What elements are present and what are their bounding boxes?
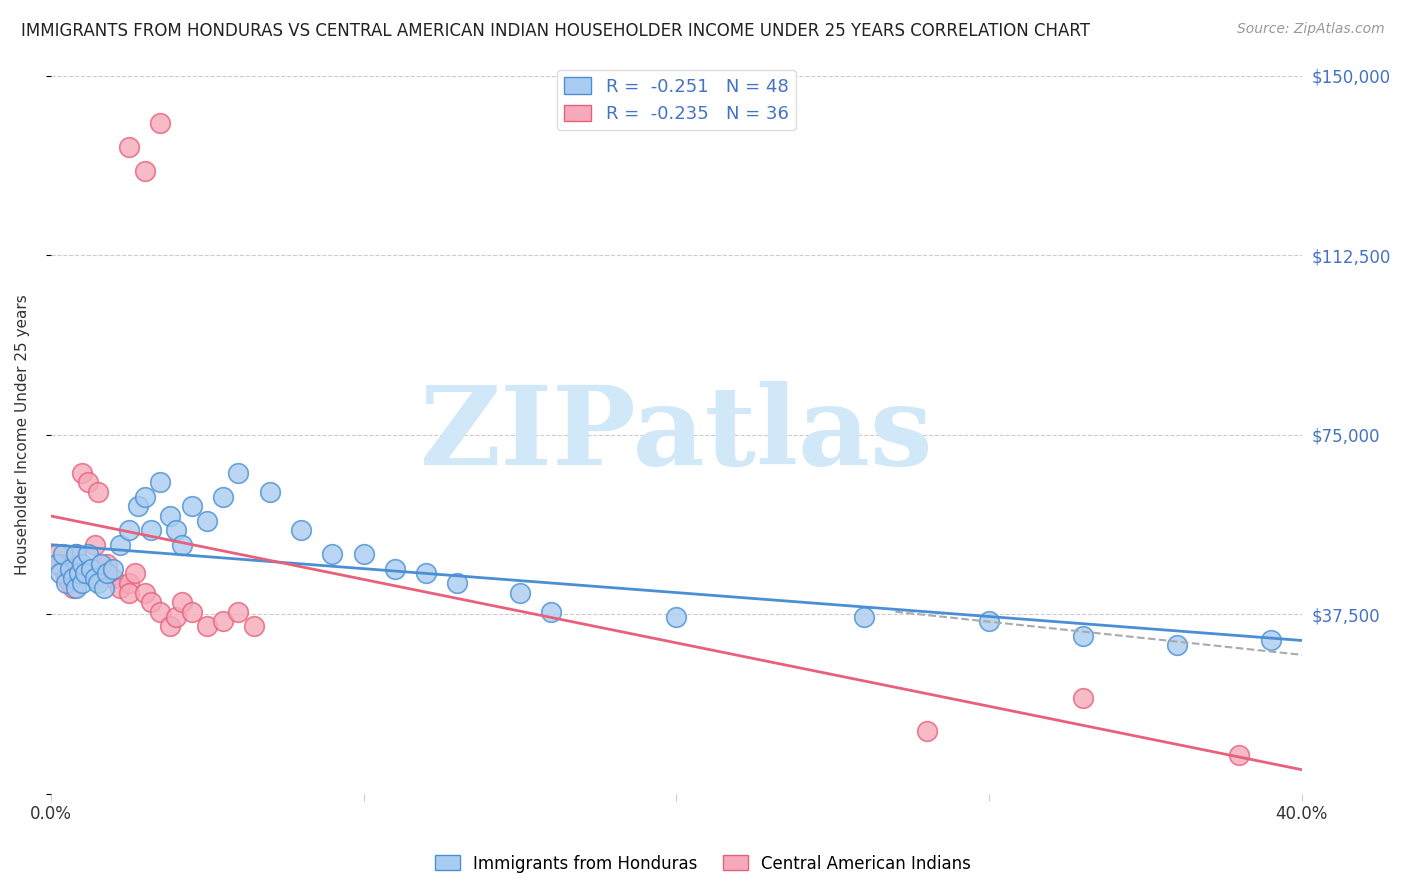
Point — [65, 547, 87, 561]
Point — [118, 585, 141, 599]
Point — [65, 547, 87, 561]
Point — [108, 538, 131, 552]
Point — [67, 566, 90, 581]
Point — [118, 140, 141, 154]
Point — [915, 724, 938, 739]
Point — [87, 485, 110, 500]
Point — [446, 576, 468, 591]
Point — [93, 581, 115, 595]
Point — [127, 500, 149, 514]
Point — [228, 466, 250, 480]
Text: ZIPatlas: ZIPatlas — [419, 381, 934, 488]
Point — [195, 514, 218, 528]
Point — [149, 116, 172, 130]
Point — [159, 619, 181, 633]
Text: IMMIGRANTS FROM HONDURAS VS CENTRAL AMERICAN INDIAN HOUSEHOLDER INCOME UNDER 25 : IMMIGRANTS FROM HONDURAS VS CENTRAL AMER… — [21, 22, 1090, 40]
Point — [49, 566, 72, 581]
Legend: R =  -0.251   N = 48, R =  -0.235   N = 36: R = -0.251 N = 48, R = -0.235 N = 36 — [557, 70, 796, 130]
Point — [228, 605, 250, 619]
Point — [149, 475, 172, 490]
Point — [853, 609, 876, 624]
Point — [1166, 638, 1188, 652]
Point — [415, 566, 437, 581]
Point — [87, 576, 110, 591]
Point — [243, 619, 266, 633]
Point — [80, 562, 103, 576]
Point — [180, 500, 202, 514]
Point — [77, 547, 100, 561]
Point — [509, 585, 531, 599]
Point — [212, 615, 235, 629]
Point — [90, 557, 112, 571]
Point — [65, 581, 87, 595]
Legend: Immigrants from Honduras, Central American Indians: Immigrants from Honduras, Central Americ… — [429, 848, 977, 880]
Point — [52, 547, 75, 561]
Point — [165, 524, 187, 538]
Point — [172, 595, 194, 609]
Point — [118, 524, 141, 538]
Point — [165, 609, 187, 624]
Point — [70, 576, 93, 591]
Point — [67, 566, 90, 581]
Point — [290, 524, 312, 538]
Point — [1227, 748, 1250, 763]
Point — [55, 576, 77, 591]
Point — [75, 566, 97, 581]
Point — [139, 595, 162, 609]
Point — [46, 557, 69, 571]
Point — [52, 562, 75, 576]
Point — [134, 585, 156, 599]
Point — [979, 615, 1001, 629]
Point — [59, 576, 82, 591]
Point — [55, 571, 77, 585]
Point — [139, 524, 162, 538]
Point — [321, 547, 343, 561]
Point — [118, 576, 141, 591]
Point — [1260, 633, 1282, 648]
Point — [1071, 690, 1094, 705]
Point — [103, 571, 125, 585]
Point — [180, 605, 202, 619]
Point — [1071, 629, 1094, 643]
Point — [195, 619, 218, 633]
Y-axis label: Householder Income Under 25 years: Householder Income Under 25 years — [15, 294, 30, 575]
Point — [83, 571, 105, 585]
Point — [103, 562, 125, 576]
Text: Source: ZipAtlas.com: Source: ZipAtlas.com — [1237, 22, 1385, 37]
Point — [93, 562, 115, 576]
Point — [108, 581, 131, 595]
Point — [149, 605, 172, 619]
Point — [134, 490, 156, 504]
Point — [46, 547, 69, 561]
Point — [172, 538, 194, 552]
Point — [70, 557, 93, 571]
Point — [134, 164, 156, 178]
Point — [49, 557, 72, 571]
Point — [96, 557, 118, 571]
Point — [540, 605, 562, 619]
Point — [159, 508, 181, 523]
Point — [62, 581, 84, 595]
Point — [259, 485, 281, 500]
Point — [665, 609, 688, 624]
Point — [96, 566, 118, 581]
Point — [77, 475, 100, 490]
Point — [70, 466, 93, 480]
Point — [212, 490, 235, 504]
Point — [83, 538, 105, 552]
Point — [353, 547, 375, 561]
Point — [59, 562, 82, 576]
Point — [384, 562, 406, 576]
Point — [124, 566, 146, 581]
Point — [62, 571, 84, 585]
